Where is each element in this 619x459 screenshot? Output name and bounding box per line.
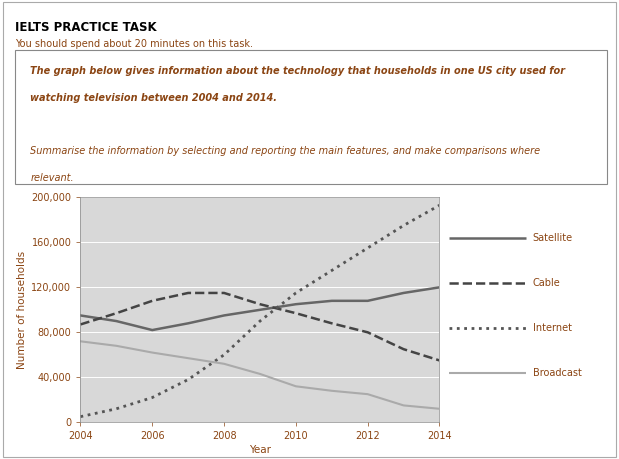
Text: Summarise the information by selecting and reporting the main features, and make: Summarise the information by selecting a… [30,146,540,157]
Y-axis label: Number of households: Number of households [17,251,27,369]
Text: Satellite: Satellite [532,233,573,243]
Text: Internet: Internet [532,323,571,333]
Text: Broadcast: Broadcast [532,368,581,378]
Text: Cable: Cable [532,278,560,288]
Text: You should spend about 20 minutes on this task.: You should spend about 20 minutes on thi… [15,39,253,49]
Text: The graph below gives information about the technology that households in one US: The graph below gives information about … [30,67,565,77]
Text: watching television between 2004 and 2014.: watching television between 2004 and 201… [30,93,277,103]
Text: IELTS PRACTICE TASK: IELTS PRACTICE TASK [15,21,157,34]
X-axis label: Year: Year [249,446,271,455]
Text: relevant.: relevant. [30,173,74,183]
